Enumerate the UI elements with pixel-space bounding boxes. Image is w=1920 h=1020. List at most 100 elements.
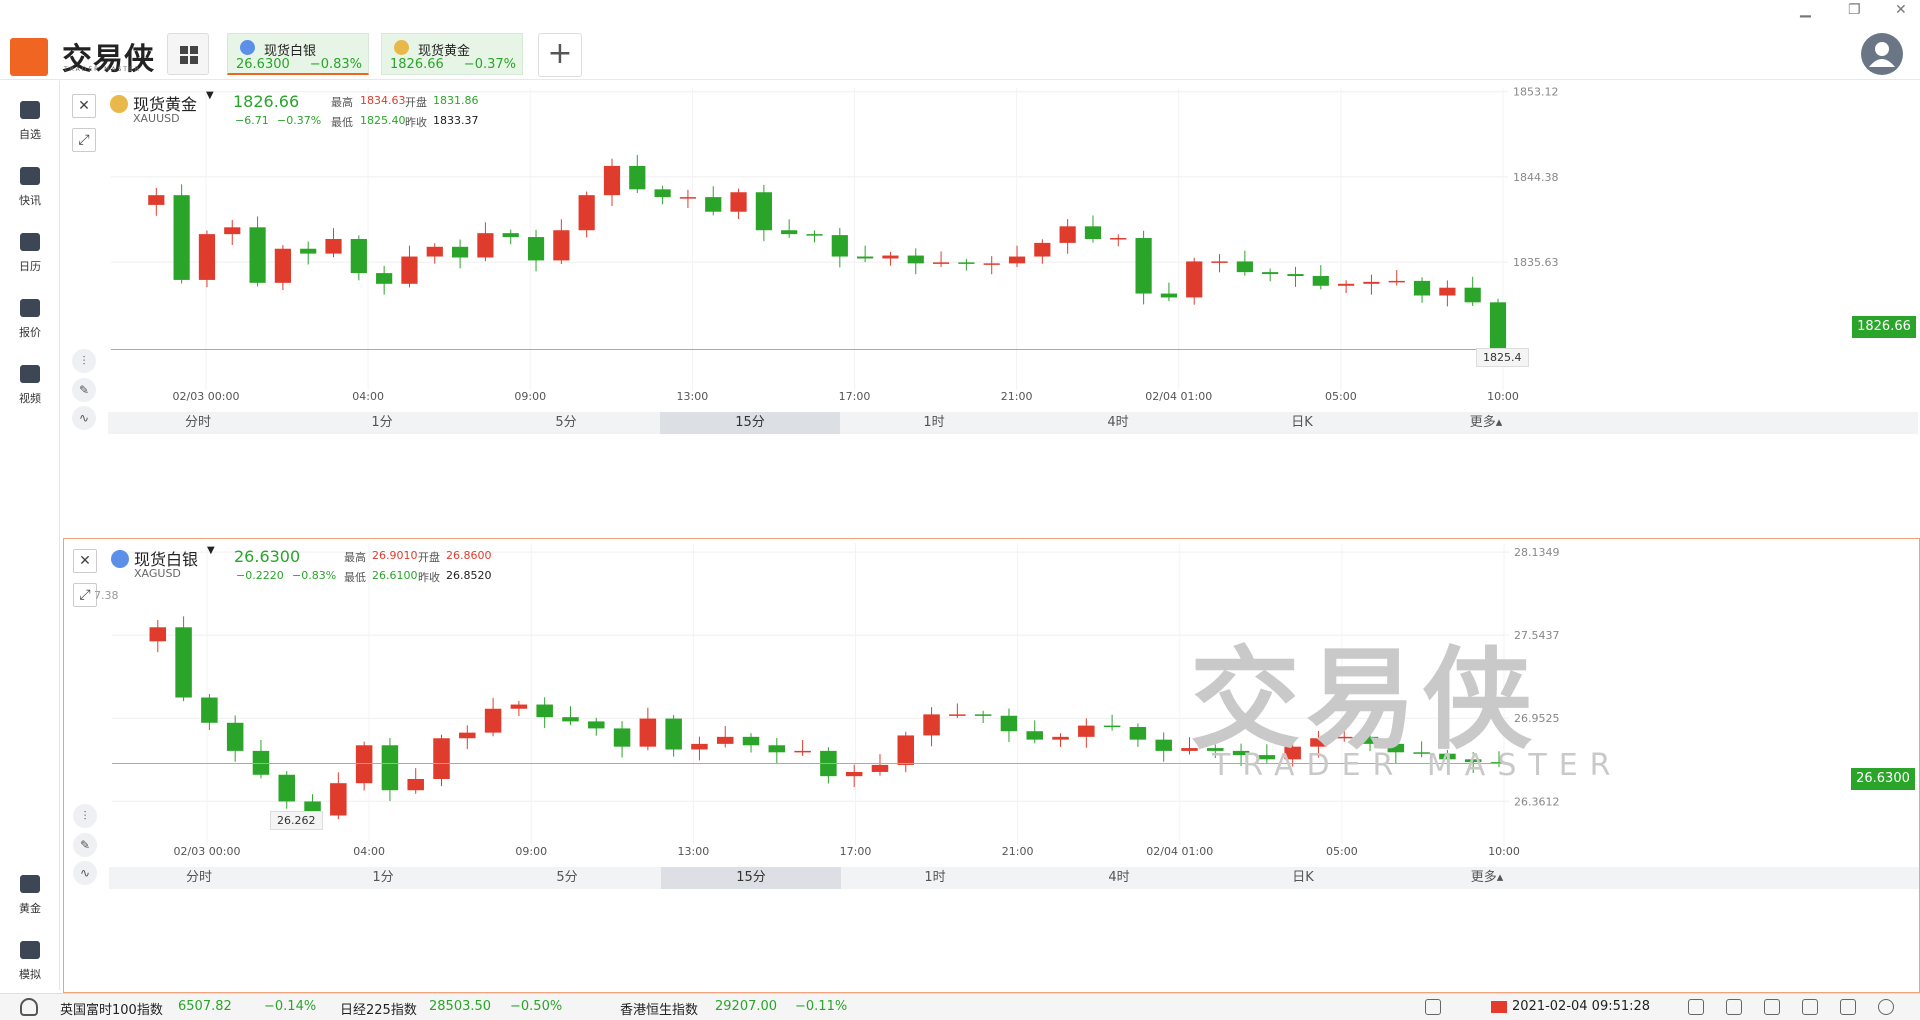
period-tab[interactable]: 1分 xyxy=(372,870,394,885)
candle-body xyxy=(705,197,722,212)
candle-body xyxy=(603,165,621,196)
more-periods-button[interactable]: 更多▴ xyxy=(1470,870,1504,885)
sidebar-item-video[interactable]: 视频 xyxy=(0,351,60,411)
sidebar-item-label: 报价 xyxy=(19,326,41,339)
draw-tool-button[interactable]: ✎ xyxy=(73,833,97,857)
quote-tab-silver[interactable]: 现货白银 26.6300 −0.83% xyxy=(227,33,369,75)
symbol-name[interactable]: 现货黄金 xyxy=(133,95,198,114)
silver-coin-icon xyxy=(111,550,129,568)
period-tab[interactable]: 1分 xyxy=(371,415,393,430)
symbol-name[interactable]: 现货白银 xyxy=(134,550,199,569)
close-icon[interactable]: ✕ xyxy=(1895,2,1907,18)
period-tab[interactable]: 日K xyxy=(1292,870,1314,885)
screen-off-icon[interactable] xyxy=(1688,999,1704,1015)
avatar[interactable] xyxy=(1861,33,1903,75)
quote-tab-gold[interactable]: 现货黄金 1826.66 −0.37% xyxy=(381,33,523,75)
silver-candlestick-chart[interactable]: 28.1349 27.5437 26.9525 26.3612 02/03 00:00 0… xyxy=(64,539,1919,939)
period-tab[interactable]: 1时 xyxy=(923,415,945,430)
candle-body xyxy=(1232,750,1250,756)
candle-body xyxy=(871,764,889,772)
candle-body xyxy=(325,239,342,254)
indicator-tool-button[interactable]: ⫶ xyxy=(72,349,96,373)
x-tick-label: 05:00 xyxy=(1325,390,1357,403)
candle-body xyxy=(401,256,418,284)
sidebar-item-label: 日历 xyxy=(19,260,41,273)
period-tab[interactable]: 分时 xyxy=(185,870,212,885)
minimize-icon[interactable]: ▁ xyxy=(1800,2,1811,18)
add-tab-button[interactable]: + xyxy=(538,33,582,77)
more-periods-button[interactable]: 更多▴ xyxy=(1469,415,1503,430)
close-panel-button[interactable]: ✕ xyxy=(72,94,96,118)
chart-type-button[interactable]: ∿ xyxy=(72,406,96,430)
candle-body xyxy=(433,738,450,779)
period-tab[interactable]: 4时 xyxy=(1107,415,1129,430)
sidebar-item-quotes[interactable]: 报价 xyxy=(0,285,60,345)
period-tab[interactable]: 分时 xyxy=(184,415,211,430)
sidebar-item-news[interactable]: 快讯 xyxy=(0,153,60,213)
sidebar-item-gold[interactable]: 黄金 xyxy=(0,861,60,921)
high-value: 1834.63 xyxy=(360,94,406,107)
gold-candlestick-chart[interactable]: 1853.12 1844.38 1835.63 02/03 00:00 04:00 09:… xyxy=(63,84,1920,484)
settings-icon[interactable] xyxy=(1878,999,1894,1015)
close-panel-button[interactable]: ✕ xyxy=(73,549,97,573)
sidebar-item-calendar[interactable]: 日历 xyxy=(0,219,60,279)
x-tick-label: 21:00 xyxy=(1002,845,1034,858)
candle-body xyxy=(923,714,940,736)
draw-tool-button[interactable]: ✎ xyxy=(72,378,96,402)
candle-body xyxy=(407,778,424,791)
sidebar-item-simulate[interactable]: 模拟 xyxy=(0,927,60,987)
mute-icon[interactable] xyxy=(1840,999,1856,1015)
candle-body xyxy=(536,704,553,718)
tools-icon[interactable] xyxy=(1726,999,1742,1015)
restore-icon[interactable]: ❐ xyxy=(1848,2,1861,18)
candle-body xyxy=(882,255,899,259)
period-tab[interactable]: 日K xyxy=(1291,415,1313,430)
candle-body xyxy=(1135,238,1152,294)
y-tick-label: 27.5437 xyxy=(1514,629,1560,642)
candle-body xyxy=(983,263,1000,265)
candle-body xyxy=(484,708,502,733)
candle-body xyxy=(716,736,734,744)
candle-body xyxy=(527,237,545,261)
ticker-name[interactable]: 英国富时100指数 xyxy=(60,1003,163,1018)
candle-body xyxy=(355,745,373,784)
expand-panel-button[interactable]: ⤢ xyxy=(73,583,97,607)
chart-type-button[interactable]: ∿ xyxy=(73,861,97,885)
ticker-name[interactable]: 香港恒生指数 xyxy=(620,1003,699,1018)
gold-coin-icon xyxy=(394,40,409,55)
sidebar-item-label: 视频 xyxy=(19,392,41,405)
candle-body xyxy=(578,195,595,231)
silver-chart-panel: 28.1349 27.5437 26.9525 26.3612 02/03 00:00 0… xyxy=(63,538,1920,993)
open-value: 1831.86 xyxy=(433,94,479,107)
translate-icon[interactable] xyxy=(1425,999,1441,1015)
period-tab[interactable]: 5分 xyxy=(555,415,577,430)
candle-body xyxy=(1413,280,1431,296)
period-tab-selected[interactable]: 15分 xyxy=(661,867,841,889)
expand-panel-button[interactable]: ⤢ xyxy=(72,128,96,152)
candle-body xyxy=(1413,752,1430,754)
candle-body xyxy=(1262,272,1279,275)
layout-grid-button[interactable] xyxy=(167,33,209,75)
bookmark-icon xyxy=(20,101,40,119)
grid-icon[interactable] xyxy=(1764,999,1780,1015)
period-tab[interactable]: 4时 xyxy=(1108,870,1130,885)
sidebar-item-label: 黄金 xyxy=(19,902,41,915)
period-tab[interactable]: 5分 xyxy=(556,870,578,885)
caret-down-icon[interactable]: ▼ xyxy=(207,545,215,556)
camera-icon[interactable] xyxy=(1802,999,1818,1015)
candle-body xyxy=(958,262,975,264)
indicator-tool-button[interactable]: ⫶ xyxy=(73,804,97,828)
sidebar-item-watchlist[interactable]: 自选 xyxy=(0,87,60,147)
x-tick-label: 09:00 xyxy=(515,845,547,858)
candle-body xyxy=(149,627,167,642)
headset-icon[interactable] xyxy=(20,998,38,1016)
ticker-name[interactable]: 日经225指数 xyxy=(340,1003,417,1018)
period-tab[interactable]: 1时 xyxy=(924,870,946,885)
y-tick-label: 1844.38 xyxy=(1513,171,1559,184)
symbol-code: XAUUSD xyxy=(133,112,180,125)
candle-body xyxy=(1034,242,1051,257)
period-tab-selected[interactable]: 15分 xyxy=(660,412,840,434)
caret-down-icon[interactable]: ▼ xyxy=(206,90,214,101)
candle-body xyxy=(426,246,443,257)
y-tick-label: 1835.63 xyxy=(1513,256,1559,269)
